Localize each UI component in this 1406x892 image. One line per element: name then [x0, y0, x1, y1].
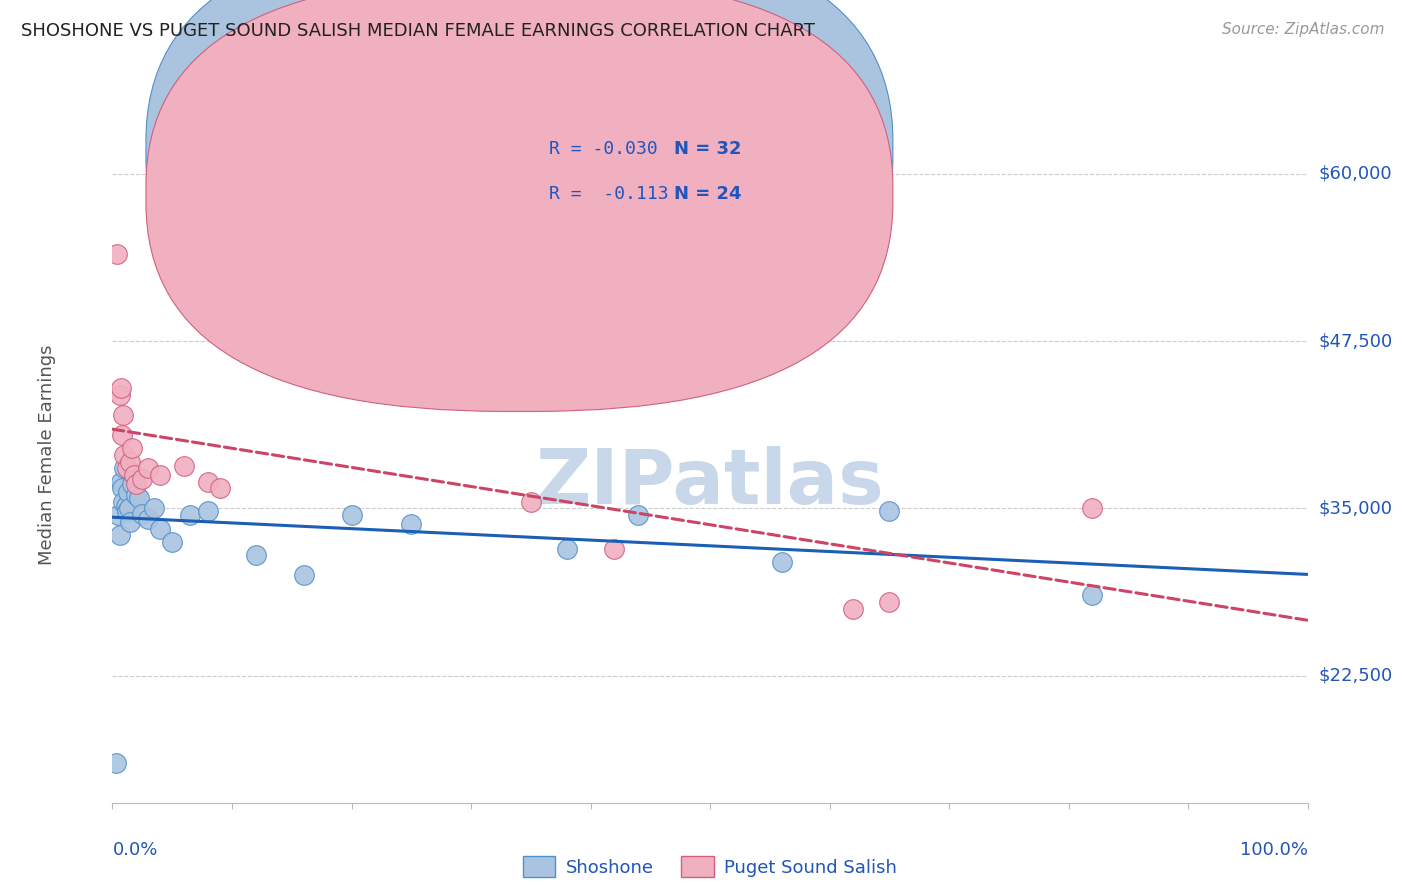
Point — [162, 535, 183, 549]
Legend: Shoshone, Puget Sound Salish: Shoshone, Puget Sound Salish — [516, 849, 904, 884]
Text: SHOSHONE VS PUGET SOUND SALISH MEDIAN FEMALE EARNINGS CORRELATION CHART: SHOSHONE VS PUGET SOUND SALISH MEDIAN FE… — [21, 22, 815, 40]
Point — [108, 528, 131, 542]
Point — [842, 602, 865, 616]
Point — [555, 541, 578, 556]
Point — [108, 387, 131, 401]
FancyBboxPatch shape — [146, 0, 893, 367]
Point — [292, 568, 315, 582]
Point — [112, 408, 135, 422]
Text: ZIPatlas: ZIPatlas — [536, 446, 884, 520]
Point — [138, 461, 160, 475]
Point — [520, 494, 543, 508]
Point — [128, 491, 150, 505]
Text: R =  -0.113: R = -0.113 — [548, 185, 668, 203]
Point — [110, 381, 132, 395]
Point — [111, 482, 134, 496]
Point — [115, 461, 138, 475]
Point — [114, 461, 135, 475]
Text: Source: ZipAtlas.com: Source: ZipAtlas.com — [1222, 22, 1385, 37]
Text: $22,500: $22,500 — [1319, 666, 1393, 685]
Text: $47,500: $47,500 — [1319, 332, 1393, 351]
Point — [138, 512, 160, 526]
Point — [118, 501, 141, 516]
Point — [117, 485, 139, 500]
Point — [114, 448, 135, 462]
FancyBboxPatch shape — [146, 0, 893, 411]
Text: 0.0%: 0.0% — [112, 841, 157, 859]
Point — [316, 341, 339, 355]
Text: 100.0%: 100.0% — [1240, 841, 1308, 859]
Text: N = 24: N = 24 — [675, 185, 742, 203]
Point — [111, 428, 134, 442]
Point — [125, 477, 148, 491]
Point — [122, 467, 145, 482]
Text: N = 32: N = 32 — [675, 140, 742, 158]
Point — [125, 488, 148, 502]
Point — [112, 494, 135, 508]
Point — [131, 472, 153, 486]
Point — [115, 504, 138, 518]
Point — [120, 515, 142, 529]
Point — [197, 475, 219, 489]
Point — [401, 517, 423, 532]
Point — [149, 521, 172, 535]
Point — [122, 467, 145, 482]
Point — [131, 507, 153, 521]
Text: $60,000: $60,000 — [1319, 165, 1392, 183]
Point — [877, 504, 900, 518]
Point — [107, 508, 129, 523]
Point — [281, 334, 304, 349]
Text: $35,000: $35,000 — [1319, 500, 1393, 517]
Point — [173, 458, 195, 473]
Point — [114, 499, 136, 513]
Point — [1081, 501, 1104, 516]
Point — [121, 442, 143, 455]
Point — [105, 247, 128, 261]
Point — [120, 455, 142, 469]
Point — [627, 508, 650, 523]
Point — [340, 508, 363, 523]
Point — [877, 595, 900, 609]
Point — [208, 482, 231, 496]
Text: R = -0.030: R = -0.030 — [548, 140, 658, 158]
Point — [179, 508, 201, 523]
Point — [110, 475, 132, 489]
Point — [149, 467, 172, 482]
Point — [143, 501, 166, 516]
Text: Median Female Earnings: Median Female Earnings — [38, 344, 56, 566]
FancyBboxPatch shape — [484, 121, 841, 232]
Point — [105, 756, 128, 770]
Point — [603, 541, 626, 556]
Point — [197, 504, 219, 518]
Point — [121, 477, 143, 491]
Point — [245, 548, 267, 563]
Point — [1081, 589, 1104, 603]
Point — [770, 555, 793, 569]
